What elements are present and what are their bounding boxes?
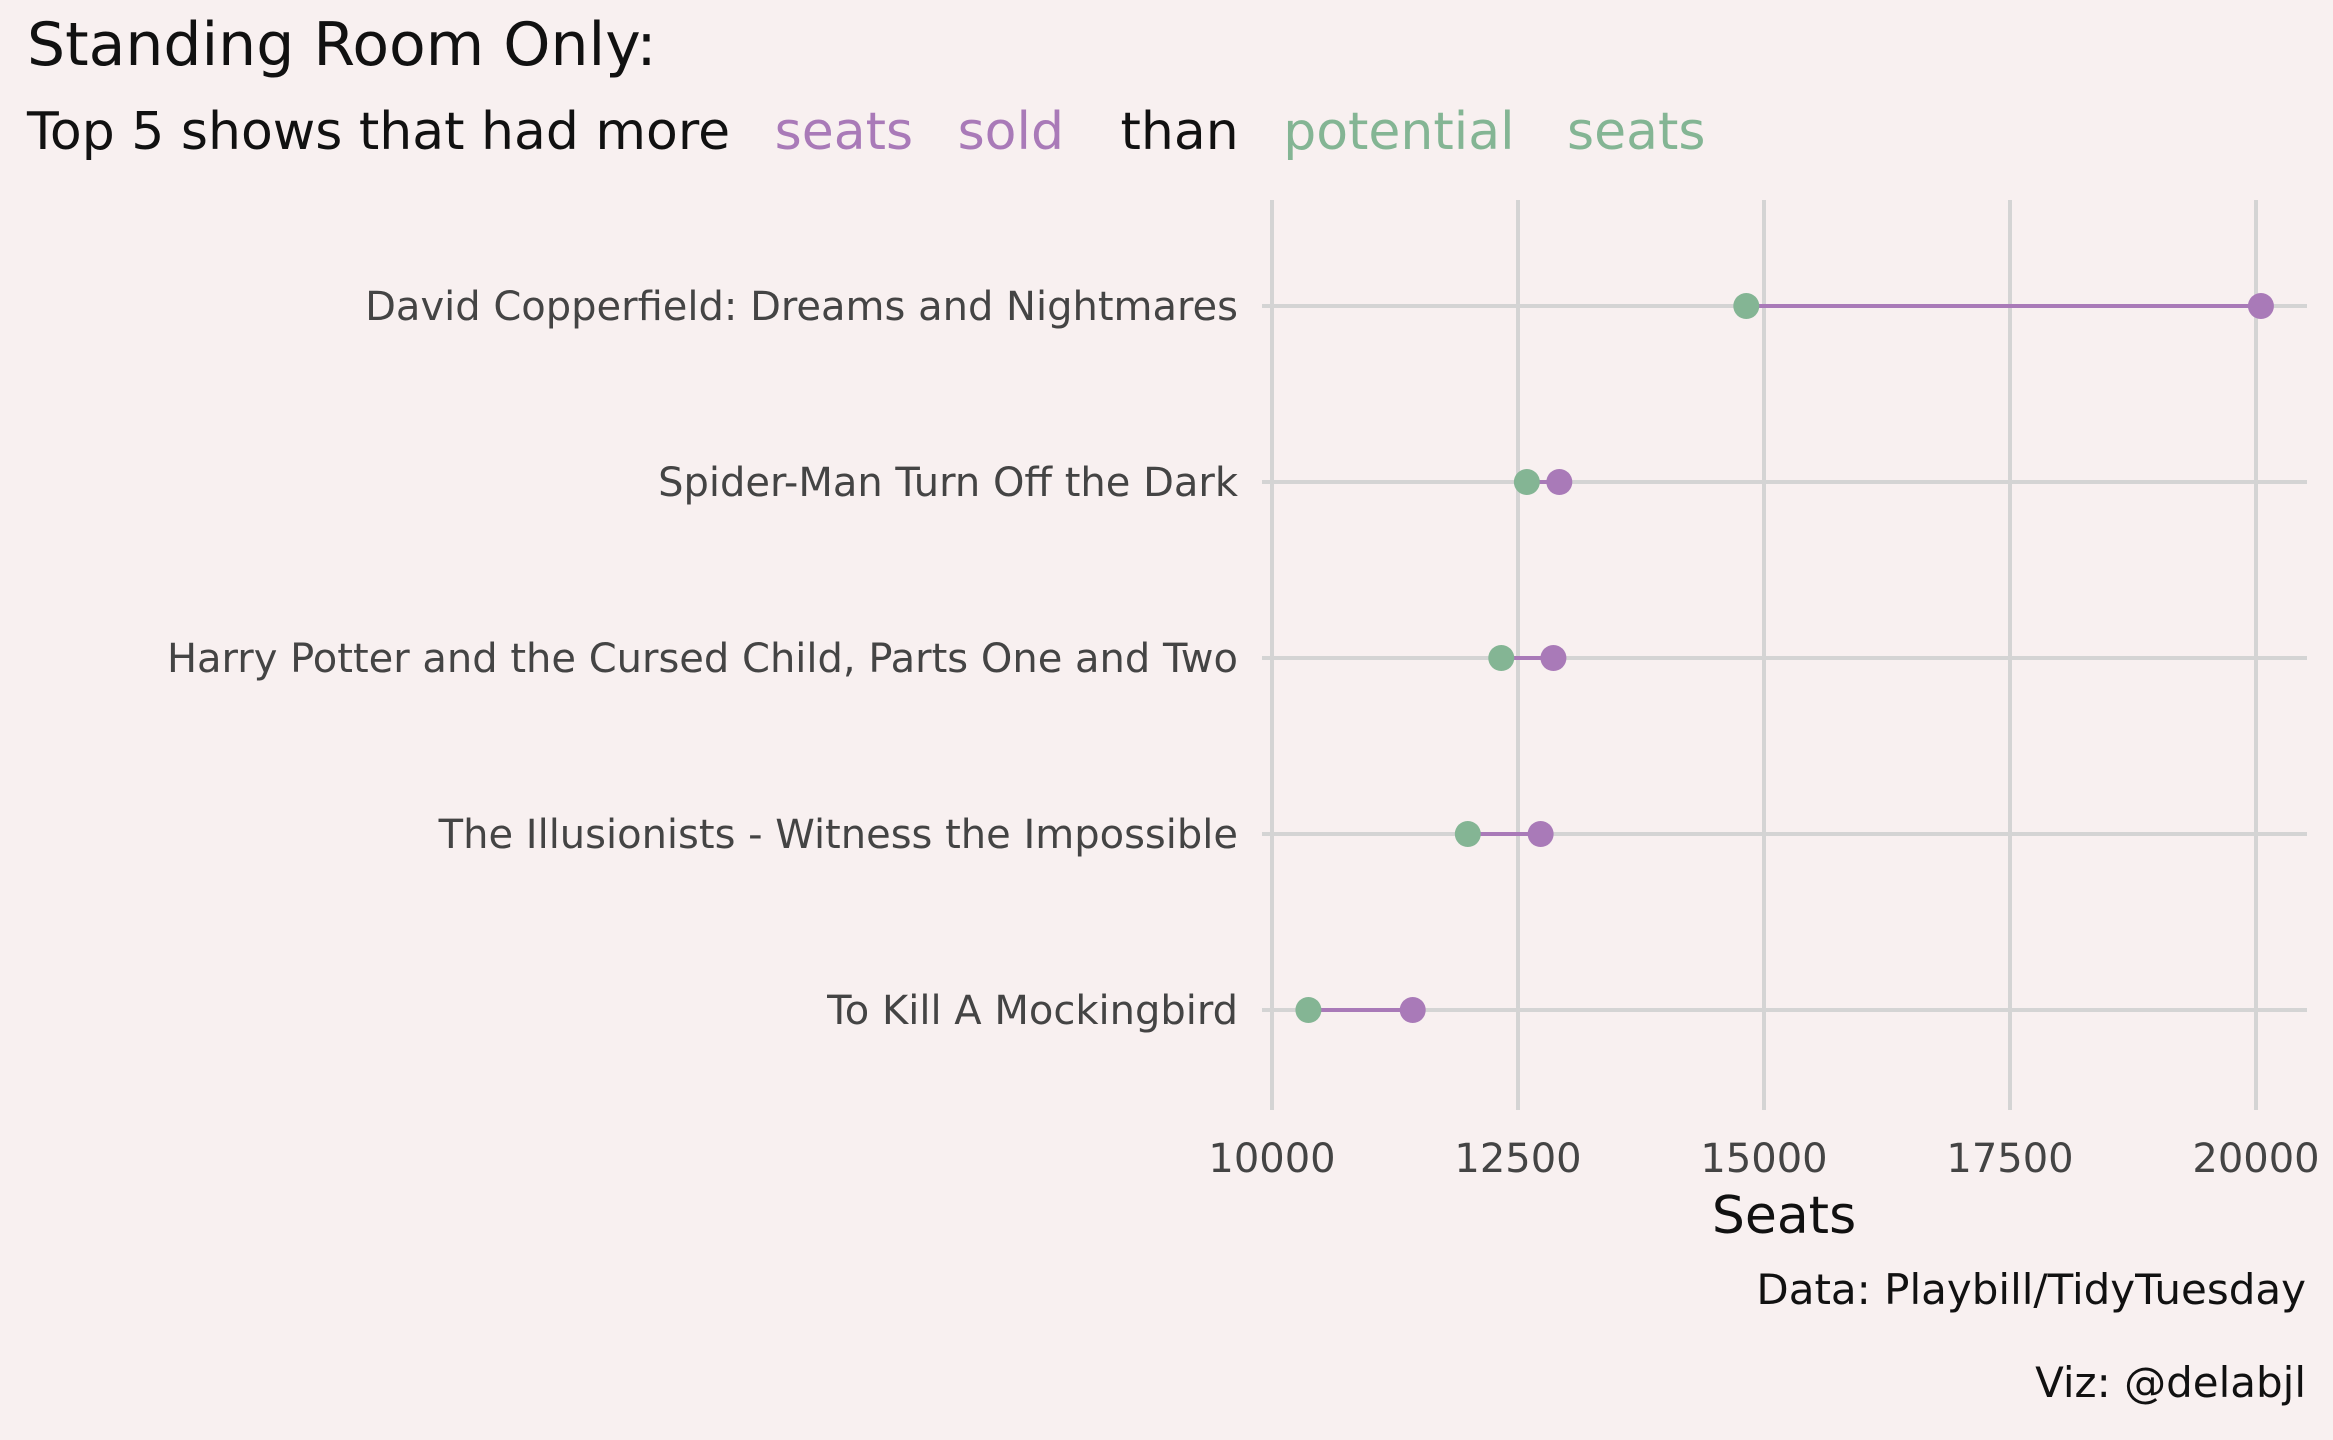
x-tick-label-2: 15000 [1700,1136,1827,1182]
subtitle-than: than [1120,102,1239,162]
dumbbell-marks [1295,293,2274,1023]
grid-lines [1262,200,2307,1110]
category-label-1: Spider-Man Turn Off the Dark [658,460,1239,506]
x-tick-label-3: 17500 [1946,1136,2073,1182]
chart-title: Standing Room Only: [27,10,657,80]
category-label-0: David Copperfield: Dreams and Nightmares [365,284,1238,330]
point-sold-4 [1399,997,1426,1023]
category-label-3: The Illusionists - Witness the Impossibl… [438,812,1238,858]
subtitle-potential-2: seats [1567,102,1706,162]
subtitle-intro: Top 5 shows that had more [27,102,731,162]
x-tick-label-1: 12500 [1454,1136,1581,1182]
caption-viz-credit: Viz: @delabjl [2035,1358,2306,1407]
x-tick-label-0: 10000 [1208,1136,1335,1182]
point-potential-1 [1513,469,1540,495]
point-sold-2 [1540,645,1567,671]
x-tick-labels: 10000 12500 15000 17500 20000 [1208,1136,2319,1182]
chart-subtitle: Top 5 shows that had more seats sold tha… [27,102,1733,162]
caption-data-source: Data: Playbill/TidyTuesday [1756,1265,2306,1314]
category-label-4: To Kill A Mockingbird [826,988,1238,1034]
x-axis-label: Seats [1712,1186,1856,1246]
subtitle-seats-sold-2: sold [957,102,1064,162]
point-potential-2 [1488,645,1515,671]
subtitle-seats-sold-1: seats [774,102,914,162]
point-sold-1 [1546,469,1573,495]
point-potential-4 [1295,997,1322,1023]
subtitle-potential-1: potential [1283,102,1515,162]
point-sold-3 [1527,821,1554,847]
category-labels: David Copperfield: Dreams and Nightmares… [167,284,1239,1034]
point-potential-3 [1454,821,1481,847]
point-potential-0 [1733,293,1760,319]
category-label-2: Harry Potter and the Cursed Child, Parts… [167,636,1238,682]
x-tick-label-4: 20000 [2192,1136,2319,1182]
point-sold-0 [2247,293,2274,319]
